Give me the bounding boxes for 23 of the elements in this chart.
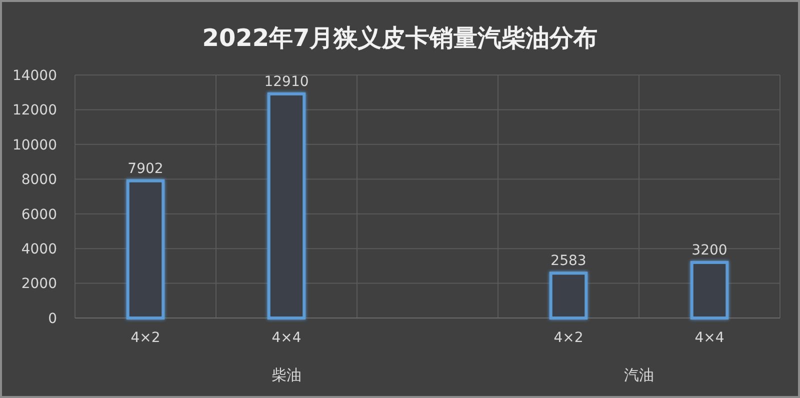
text: 柴油	[272, 366, 302, 384]
bar	[549, 272, 588, 320]
x-tick-label: 4×4	[694, 330, 724, 346]
y-tick-label: 4000	[21, 241, 57, 258]
x-tick-label: 4×4	[272, 330, 302, 346]
data-label: 3200	[692, 242, 728, 258]
chart-title: 2022年7月狭义皮卡销量汽柴油分布	[202, 24, 598, 52]
y-tick-label: 0	[48, 310, 57, 327]
y-tick-label: 2000	[21, 276, 57, 292]
y-tick-label: 12000	[12, 102, 57, 119]
y-tick-label: 10000	[12, 137, 57, 154]
bar	[690, 260, 729, 320]
text: 汽油	[624, 366, 654, 384]
data-label: 7902	[128, 160, 164, 177]
y-tick-label: 8000	[21, 172, 57, 188]
data-label: 2583	[550, 253, 586, 270]
x-tick-label: 4×2	[554, 330, 584, 346]
y-tick-label: 6000	[21, 206, 57, 223]
bar	[126, 179, 165, 320]
x-tick-label: 4×2	[130, 330, 160, 346]
y-tick-label: 14000	[12, 68, 57, 84]
bar	[267, 92, 306, 320]
data-label: 12910	[264, 74, 309, 90]
